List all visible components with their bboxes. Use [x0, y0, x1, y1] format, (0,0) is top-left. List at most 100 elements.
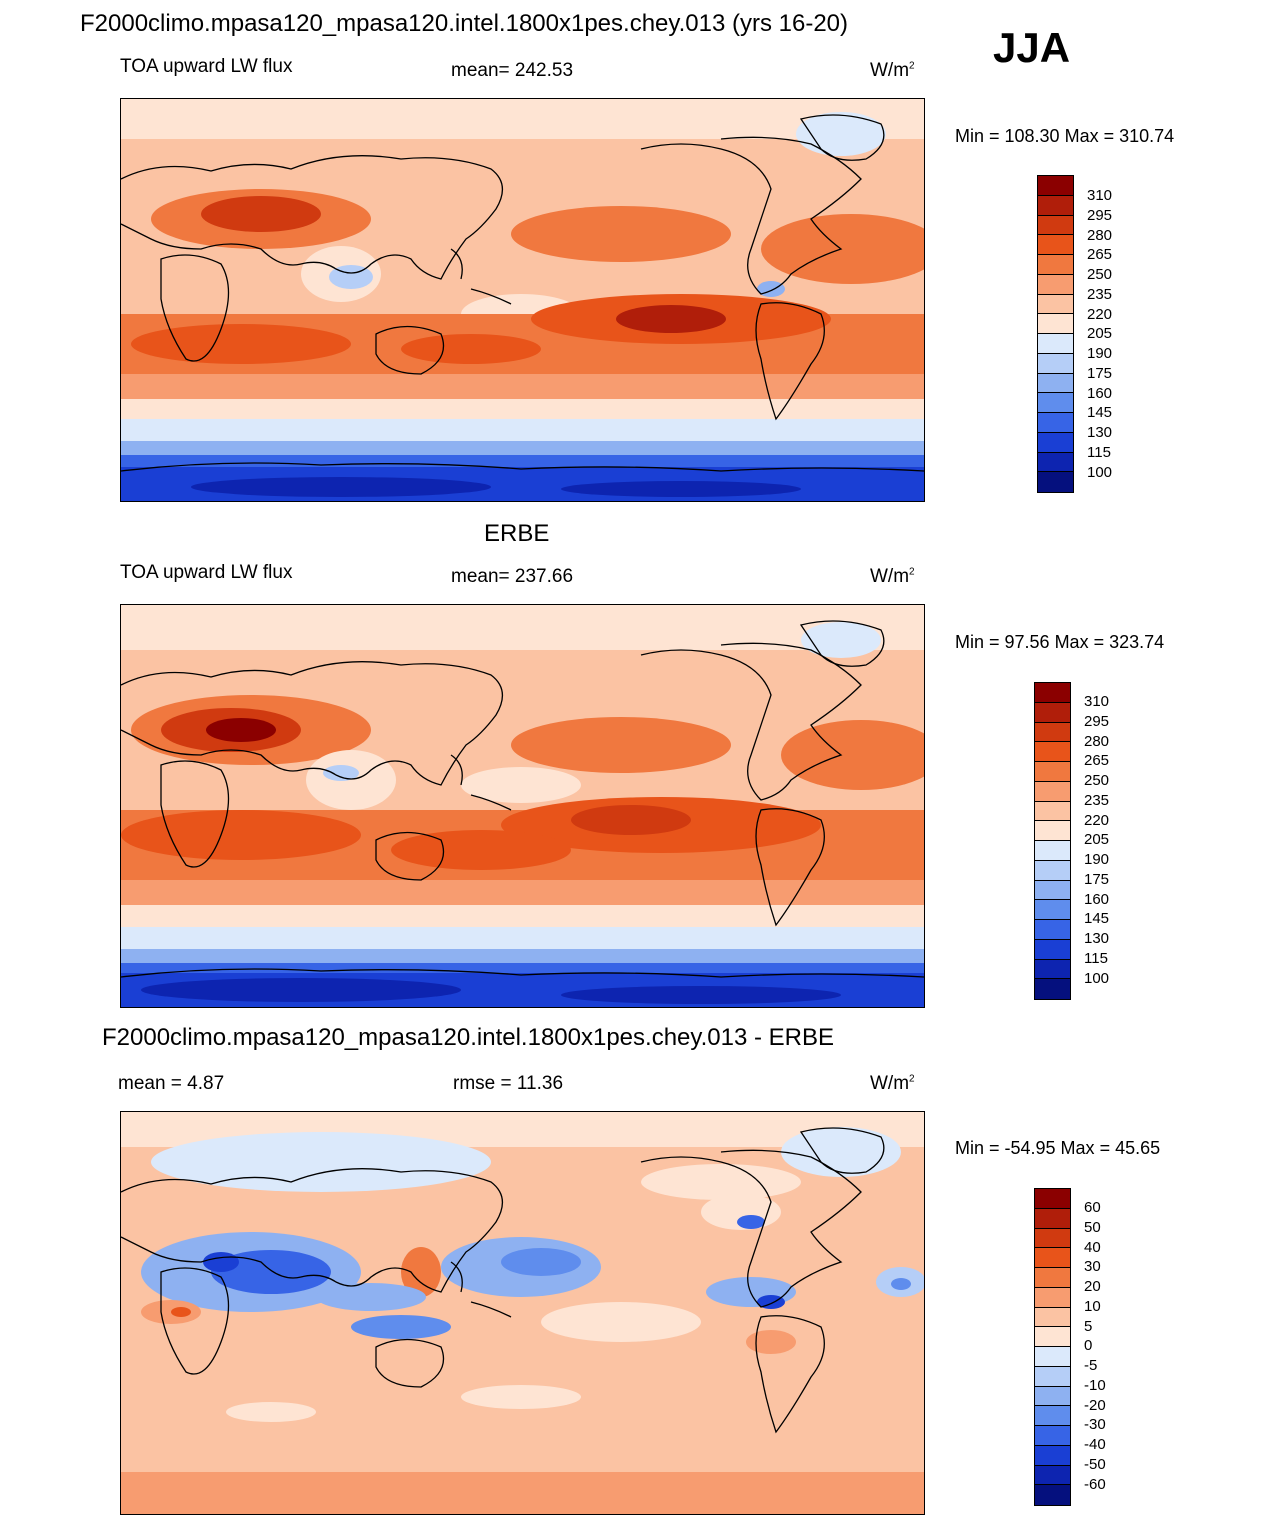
colorbar-tick-label: 250: [1084, 772, 1110, 789]
panel1-colorbar-swatch: [1038, 472, 1073, 492]
panel2-colorbar-swatch: [1035, 841, 1070, 861]
panel2-colorbar-swatch: [1035, 762, 1070, 782]
panel3-mean-label: mean = 4.87: [118, 1073, 225, 1094]
colorbar-tick-label: 205: [1084, 831, 1110, 848]
colorbar-tick-label: 265: [1084, 752, 1110, 769]
colorbar-tick-label: 280: [1084, 733, 1110, 750]
panel2-units: W/m2: [870, 566, 915, 587]
panel3-colorbar-swatch: [1035, 1426, 1070, 1446]
panel2-map: [120, 604, 925, 1008]
panel2-colorbar-swatch: [1035, 742, 1070, 762]
colorbar-tick-label: 310: [1084, 693, 1110, 710]
panel3-units: W/m2: [870, 1073, 915, 1094]
panel2-colorbar-swatch: [1035, 959, 1070, 980]
colorbar-tick-label: 10: [1084, 1298, 1101, 1315]
panel1-colorbar-swatch: [1038, 235, 1073, 255]
panel2-title: ERBE: [484, 520, 550, 547]
panel3-colorbar-swatch: [1035, 1208, 1070, 1229]
panel1-colorbar-swatch: [1038, 294, 1073, 315]
colorbar-tick-label: 235: [1087, 286, 1113, 303]
panel2-colorbar-swatch: [1035, 920, 1070, 940]
panel3-colorbar-swatch: [1035, 1386, 1070, 1407]
panel3-map: [120, 1111, 925, 1515]
panel3-minmax: Min = -54.95 Max = 45.65: [955, 1138, 1161, 1158]
panel2-contour-field: [121, 605, 924, 1007]
panel3-colorbar-swatch: [1035, 1445, 1070, 1466]
panel3-colorbar-swatch: [1035, 1268, 1070, 1288]
colorbar-tick-label: 265: [1087, 246, 1113, 263]
panel3-rmse-label: rmse = 11.36: [453, 1073, 564, 1094]
panel2-variable-label: TOA upward LW flux: [120, 562, 293, 583]
panel1-colorbar-swatch: [1038, 334, 1073, 354]
panel1-mean-label: mean= 242.53: [451, 60, 574, 81]
colorbar-tick-label: 235: [1084, 792, 1110, 809]
panel3-colorbar-swatch: [1035, 1347, 1070, 1367]
colorbar-tick-label: 100: [1084, 970, 1110, 987]
panel2-colorbar-swatch: [1035, 702, 1070, 723]
colorbar-tick-label: 220: [1084, 812, 1110, 829]
panel2-colorbar: [1034, 682, 1071, 1000]
panel2-mean-label: mean= 237.66: [451, 566, 574, 587]
panel1-colorbar-swatch: [1038, 176, 1073, 196]
colorbar-tick-label: 130: [1087, 424, 1113, 441]
panel3-colorbar-swatch: [1035, 1485, 1070, 1505]
panel1-colorbar-swatch: [1038, 393, 1073, 413]
panel2-colorbar-swatch: [1035, 801, 1070, 822]
colorbar-tick-label: -50: [1084, 1456, 1106, 1473]
colorbar-tick-label: -5: [1084, 1357, 1098, 1374]
colorbar-tick-label: 50: [1084, 1219, 1101, 1236]
colorbar-tick-label: 295: [1084, 713, 1110, 730]
colorbar-tick-label: 5: [1084, 1318, 1093, 1335]
colorbar-tick-label: 205: [1087, 325, 1113, 342]
panel3-colorbar-swatch: [1035, 1287, 1070, 1308]
panel1-colorbar: [1037, 175, 1074, 493]
colorbar-tick-label: 30: [1084, 1258, 1101, 1275]
panel3-title: F2000climo.mpasa120_mpasa120.intel.1800x…: [102, 1024, 834, 1051]
colorbar-tick-label: 160: [1087, 385, 1113, 402]
panel1-map: [120, 98, 925, 502]
panel3-colorbar-swatch: [1035, 1189, 1070, 1209]
panel1-colorbar-swatch: [1038, 452, 1073, 473]
colorbar-tick-label: 250: [1087, 266, 1113, 283]
colorbar-tick-label: 295: [1087, 207, 1113, 224]
panel1-colorbar-swatch: [1038, 195, 1073, 216]
panel2-minmax: Min = 97.56 Max = 323.74: [955, 632, 1165, 652]
panel3-colorbar-swatch: [1035, 1327, 1070, 1347]
panel1-colorbar-swatch: [1038, 314, 1073, 334]
colorbar-tick-label: 145: [1087, 404, 1113, 421]
panel3-colorbar-swatch: [1035, 1406, 1070, 1426]
panel2-colorbar-swatch: [1035, 880, 1070, 901]
colorbar-tick-label: 0: [1084, 1337, 1093, 1354]
colorbar-tick-label: 115: [1084, 950, 1108, 967]
panel1-colorbar-swatch: [1038, 373, 1073, 394]
colorbar-tick-label: 100: [1087, 464, 1113, 481]
colorbar-tick-label: -20: [1084, 1397, 1106, 1414]
season-label: JJA: [993, 24, 1071, 71]
colorbar-tick-label: 175: [1087, 365, 1113, 382]
panel3-colorbar-swatch: [1035, 1465, 1070, 1486]
panel3-colorbar-swatch: [1035, 1307, 1070, 1328]
panel2-colorbar-swatch: [1035, 900, 1070, 920]
colorbar-tick-label: 190: [1084, 851, 1110, 868]
panel3-colorbar-swatch: [1035, 1366, 1070, 1387]
panel2-colorbar-swatch: [1035, 683, 1070, 703]
panel1-colorbar-swatch: [1038, 413, 1073, 433]
colorbar-tick-label: -60: [1084, 1476, 1106, 1493]
figure-title: F2000climo.mpasa120_mpasa120.intel.1800x…: [80, 10, 849, 37]
panel2-colorbar-swatch: [1035, 860, 1070, 881]
colorbar-tick-label: 190: [1087, 345, 1113, 362]
panel2-colorbar-swatch: [1035, 979, 1070, 999]
panel3-contour-field: [121, 1112, 924, 1514]
colorbar-tick-label: 220: [1087, 306, 1113, 323]
panel1-contour-field: [121, 99, 924, 501]
panel2-colorbar-swatch: [1035, 781, 1070, 802]
colorbar-tick-label: 160: [1084, 891, 1110, 908]
panel2-colorbar-swatch: [1035, 722, 1070, 743]
colorbar-tick-label: 145: [1084, 910, 1110, 927]
panel1-colorbar-swatch: [1038, 255, 1073, 275]
colorbar-tick-label: 280: [1087, 227, 1113, 244]
panel1-variable-label: TOA upward LW flux: [120, 56, 293, 77]
colorbar-tick-label: 60: [1084, 1199, 1101, 1216]
panel3-colorbar-swatch: [1035, 1248, 1070, 1268]
colorbar-tick-label: 310: [1087, 187, 1113, 204]
